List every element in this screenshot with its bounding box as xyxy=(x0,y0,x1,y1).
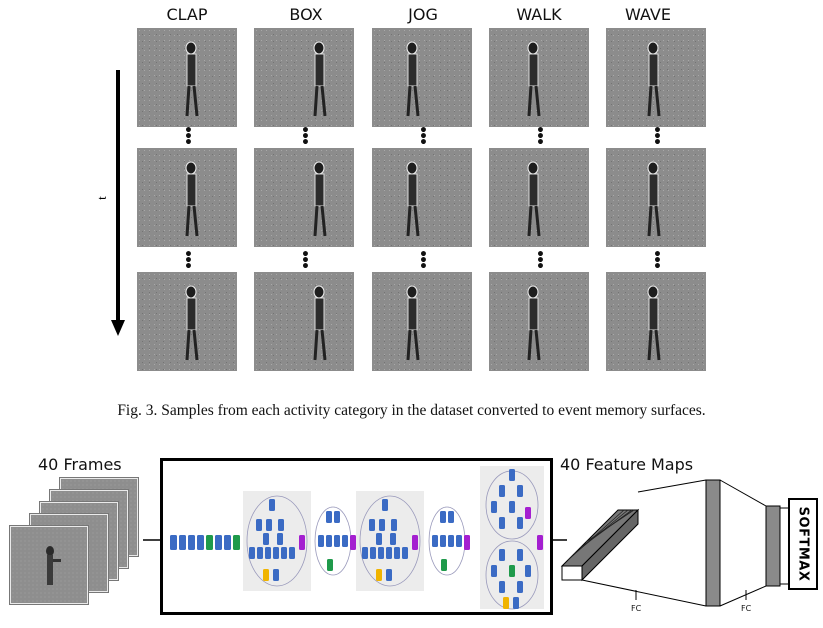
sample-tile-wave-2 xyxy=(606,148,706,247)
column-label-box: BOX xyxy=(289,5,323,24)
fc-label-1: FC xyxy=(631,604,642,613)
feature-maps-label: 40 Feature Maps xyxy=(560,455,694,474)
time-arrow xyxy=(111,70,125,336)
sample-tile-jog-2 xyxy=(372,148,472,247)
sample-tile-box-2 xyxy=(254,148,354,247)
softmax-box: SOFTMAX xyxy=(788,498,818,590)
ellipsis-dots: • • • xyxy=(536,247,545,275)
person-silhouette xyxy=(313,285,327,361)
ellipsis-dots: • • • xyxy=(536,123,545,151)
sample-tile-walk-3 xyxy=(489,272,589,371)
sample-tile-clap-1 xyxy=(137,28,237,127)
frames-label: 40 Frames xyxy=(38,455,122,474)
classifier-head-diagram xyxy=(560,479,788,607)
person-silhouette xyxy=(185,161,199,237)
figure-caption: Fig. 3. Samples from each activity categ… xyxy=(117,402,706,419)
person-silhouette xyxy=(185,41,199,117)
ellipsis-dots: • • • xyxy=(301,247,310,275)
person-silhouette xyxy=(527,285,541,361)
column-label-walk: WALK xyxy=(516,5,562,24)
connector-left xyxy=(143,539,161,541)
sample-tile-walk-2 xyxy=(489,148,589,247)
sample-tile-wave-3 xyxy=(606,272,706,371)
person-silhouette xyxy=(647,285,661,361)
sample-tile-clap-2 xyxy=(137,148,237,247)
ellipsis-dots: • • • xyxy=(653,123,662,151)
person-silhouette xyxy=(527,161,541,237)
ellipsis-dots: • • • xyxy=(419,247,428,275)
sample-tile-wave-1 xyxy=(606,28,706,127)
time-axis-label: t xyxy=(93,196,109,200)
sample-tile-jog-1 xyxy=(372,28,472,127)
network-box xyxy=(160,458,553,615)
sample-tile-walk-1 xyxy=(489,28,589,127)
person-silhouette xyxy=(313,41,327,117)
sample-tile-box-1 xyxy=(254,28,354,127)
person-silhouette xyxy=(647,161,661,237)
person-silhouette xyxy=(313,161,327,237)
softmax-label: SOFTMAX xyxy=(795,506,811,582)
column-label-jog: JOG xyxy=(408,5,438,24)
person-silhouette xyxy=(406,285,420,361)
frame-stack xyxy=(10,478,140,608)
person-silhouette xyxy=(647,41,661,117)
person-silhouette xyxy=(185,285,199,361)
person-silhouette xyxy=(406,41,420,117)
column-label-clap: CLAP xyxy=(166,5,208,24)
inception-network-diagram xyxy=(170,466,544,610)
ellipsis-dots: • • • xyxy=(184,247,193,275)
fc-layer-1 xyxy=(705,479,721,607)
connector-right xyxy=(553,539,567,541)
fc-layer-2 xyxy=(765,505,781,587)
ellipsis-dots: • • • xyxy=(301,123,310,151)
sample-tile-jog-3 xyxy=(372,272,472,371)
ellipsis-dots: • • • xyxy=(419,123,428,151)
stem-blocks xyxy=(170,535,240,550)
sample-tile-box-3 xyxy=(254,272,354,371)
person-silhouette xyxy=(406,161,420,237)
feature-map-stack xyxy=(560,508,640,582)
fc-label-2: FC xyxy=(741,604,752,613)
person-silhouette xyxy=(527,41,541,117)
ellipsis-dots: • • • xyxy=(653,247,662,275)
sample-tile-clap-3 xyxy=(137,272,237,371)
column-label-wave: WAVE xyxy=(625,5,671,24)
ellipsis-dots: • • • xyxy=(184,123,193,151)
